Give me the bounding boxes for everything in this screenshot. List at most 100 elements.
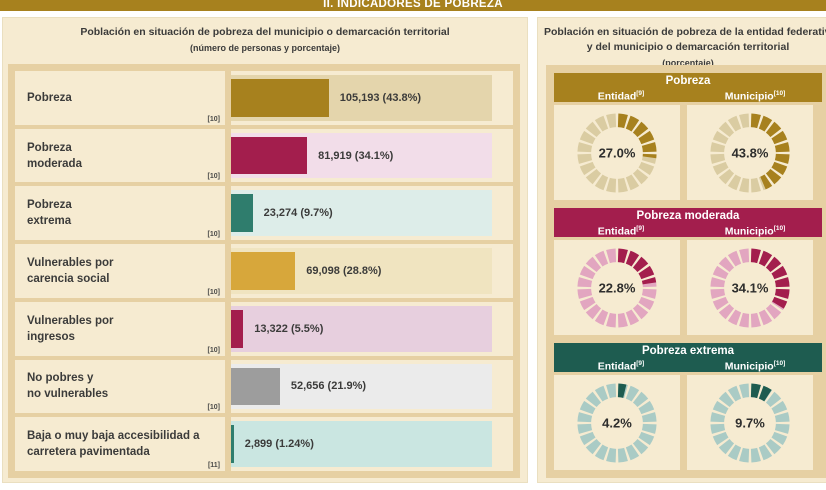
indicator-row: Pobreza [10] 105,193 (43.8%) bbox=[15, 71, 513, 125]
municipality-poverty-panel: Población en situación de pobreza del mu… bbox=[2, 17, 528, 483]
section-column-labels: Entidad[9] Municipio[10] bbox=[554, 223, 822, 238]
municipality-column-label: Municipio[10] bbox=[724, 225, 786, 238]
bar-track: 52,656 (21.9%) bbox=[231, 363, 492, 410]
footnote-marker: [10] bbox=[207, 346, 220, 354]
section-header: Pobreza Entidad[9] Municipio[10] bbox=[554, 73, 822, 103]
indicator-label: Pobreza moderada bbox=[27, 141, 82, 170]
bar-fill bbox=[231, 252, 296, 290]
indicator-label: Vulnerables por carencia social bbox=[27, 257, 114, 286]
municipality-donut-percentage: 34.1% bbox=[731, 280, 769, 295]
footnote-marker: [10] bbox=[207, 404, 220, 412]
left-panel-header: Población en situación de pobreza del mu… bbox=[3, 18, 527, 53]
donut-ring-chart bbox=[577, 112, 657, 193]
bar-card: 105,193 (43.8%) bbox=[231, 71, 513, 125]
municipality-footnote-marker: [10] bbox=[773, 225, 786, 232]
section-title: Pobreza bbox=[665, 75, 711, 87]
donut-row: 27.0% 43.8% bbox=[554, 105, 822, 200]
indicator-label: No pobres y no vulnerables bbox=[27, 372, 109, 401]
entity-donut-card: 22.8% bbox=[554, 240, 680, 335]
bar-track: 81,919 (34.1%) bbox=[231, 132, 492, 179]
bar-fill bbox=[231, 309, 244, 348]
bar-fill bbox=[231, 194, 253, 233]
bar-track: 13,322 (5.5%) bbox=[231, 305, 492, 352]
bar-card: 69,098 (28.8%) bbox=[231, 244, 513, 298]
indicator-label-card: Vulnerables por carencia social [10] bbox=[15, 244, 225, 298]
entity-column-label: Entidad[9] bbox=[597, 360, 645, 373]
municipality-donut-percentage: 9.7% bbox=[735, 415, 765, 430]
entity-footnote-marker: [9] bbox=[636, 225, 645, 232]
entity-donut-percentage: 4.2% bbox=[602, 415, 632, 430]
bar-fill bbox=[231, 136, 308, 175]
bar-value-label: 69,098 (28.8%) bbox=[306, 265, 382, 278]
indicator-label-card: Pobreza extrema [10] bbox=[15, 186, 225, 241]
entity-donut-percentage: 22.8% bbox=[598, 280, 636, 295]
municipality-donut-percentage: 43.8% bbox=[731, 145, 769, 160]
bar-track: 105,193 (43.8%) bbox=[231, 75, 492, 121]
right-panel-title-line1: Población en situación de pobreza de la … bbox=[544, 26, 826, 38]
bar-fill bbox=[231, 79, 329, 117]
bar-value-label: 2,899 (1.24%) bbox=[244, 438, 314, 451]
section-column-labels: Entidad[9] Municipio[10] bbox=[554, 88, 822, 103]
indicator-label-card: Pobreza moderada [10] bbox=[15, 128, 225, 183]
page-title: II. INDICADORES DE POBREZA bbox=[323, 0, 503, 10]
municipality-footnote-marker: [10] bbox=[773, 360, 786, 367]
poverty-section: Pobreza extrema Entidad[9] Municipio[10]… bbox=[554, 343, 822, 470]
donut-ring-chart bbox=[577, 382, 657, 463]
indicator-rows-container: Pobreza [10] 105,193 (43.8%) Pobreza mode… bbox=[8, 64, 520, 478]
indicator-label: Baja o muy baja accesibilidad a carretera… bbox=[27, 430, 200, 459]
bar-card: 2,899 (1.24%) bbox=[231, 417, 513, 472]
donut-row: 4.2% 9.7% bbox=[554, 375, 822, 470]
footnote-marker: [10] bbox=[207, 231, 220, 239]
indicator-label: Vulnerables por ingresos bbox=[27, 314, 114, 343]
entity-column-label: Entidad[9] bbox=[597, 225, 645, 238]
indicator-label-card: No pobres y no vulnerables [10] bbox=[15, 359, 225, 414]
bar-value-label: 105,193 (43.8%) bbox=[339, 91, 422, 104]
entity-donut-card: 27.0% bbox=[554, 105, 680, 200]
poverty-section: Pobreza moderada Entidad[9] Municipio[10… bbox=[554, 208, 822, 335]
indicator-row: Vulnerables por ingresos [10] 13,322 (5.5… bbox=[15, 301, 513, 356]
entity-footnote-marker: [9] bbox=[636, 360, 645, 367]
bar-fill bbox=[231, 367, 280, 406]
poverty-sections-container: Pobreza Entidad[9] Municipio[10] 27.0% 4… bbox=[546, 65, 826, 478]
indicator-label-card: Baja o muy baja accesibilidad a carretera… bbox=[15, 417, 225, 472]
municipality-column-label: Municipio[10] bbox=[724, 90, 786, 103]
bar-track: 2,899 (1.24%) bbox=[231, 421, 492, 468]
entity-donut-card: 4.2% bbox=[554, 375, 680, 470]
donut-ring-chart bbox=[710, 112, 790, 193]
municipality-donut-card: 9.7% bbox=[687, 375, 813, 470]
bar-card: 52,656 (21.9%) bbox=[231, 359, 513, 414]
section-title: Pobreza extrema bbox=[641, 345, 735, 357]
indicator-label: Pobreza extrema bbox=[27, 199, 72, 228]
donut-ring-chart bbox=[577, 247, 657, 328]
poverty-section: Pobreza Entidad[9] Municipio[10] 27.0% 4… bbox=[554, 73, 822, 200]
section-column-labels: Entidad[9] Municipio[10] bbox=[554, 358, 822, 373]
footnote-marker: [10] bbox=[207, 115, 220, 123]
donut-ring-chart bbox=[710, 247, 790, 328]
footnote-marker: [10] bbox=[207, 288, 220, 296]
bar-track: 69,098 (28.8%) bbox=[231, 248, 492, 294]
indicator-row: Pobreza extrema [10] 23,274 (9.7%) bbox=[15, 186, 513, 241]
bar-card: 23,274 (9.7%) bbox=[231, 186, 513, 241]
bar-value-label: 52,656 (21.9%) bbox=[290, 380, 367, 393]
indicator-label: Pobreza bbox=[27, 91, 72, 104]
bar-track: 23,274 (9.7%) bbox=[231, 190, 492, 237]
left-panel-title: Población en situación de pobreza del mu… bbox=[80, 26, 450, 38]
bar-value-label: 13,322 (5.5%) bbox=[254, 322, 324, 335]
municipality-footnote-marker: [10] bbox=[773, 90, 786, 97]
right-panel-subtitle: (porcentaje) bbox=[662, 58, 714, 68]
entity-municipality-panel: Población en situación de pobreza de la … bbox=[537, 17, 826, 483]
right-panel-title-line2: y del municipio o demarcación territoria… bbox=[586, 41, 790, 53]
indicator-row: Baja o muy baja accesibilidad a carretera… bbox=[15, 417, 513, 472]
bar-card: 81,919 (34.1%) bbox=[231, 128, 513, 183]
footnote-marker: [11] bbox=[207, 462, 220, 470]
indicator-label-card: Vulnerables por ingresos [10] bbox=[15, 301, 225, 356]
footnote-marker: [10] bbox=[207, 173, 220, 181]
section-title: Pobreza moderada bbox=[636, 210, 740, 222]
bar-fill bbox=[231, 425, 234, 464]
page-title-bar: II. INDICADORES DE POBREZA bbox=[0, 0, 826, 11]
indicator-row: Pobreza moderada [10] 81,919 (34.1%) bbox=[15, 128, 513, 183]
right-panel-header: Población en situación de pobreza de la … bbox=[538, 18, 826, 68]
entity-donut-percentage: 27.0% bbox=[598, 145, 636, 160]
bar-value-label: 23,274 (9.7%) bbox=[263, 207, 333, 220]
donut-row: 22.8% 34.1% bbox=[554, 240, 822, 335]
